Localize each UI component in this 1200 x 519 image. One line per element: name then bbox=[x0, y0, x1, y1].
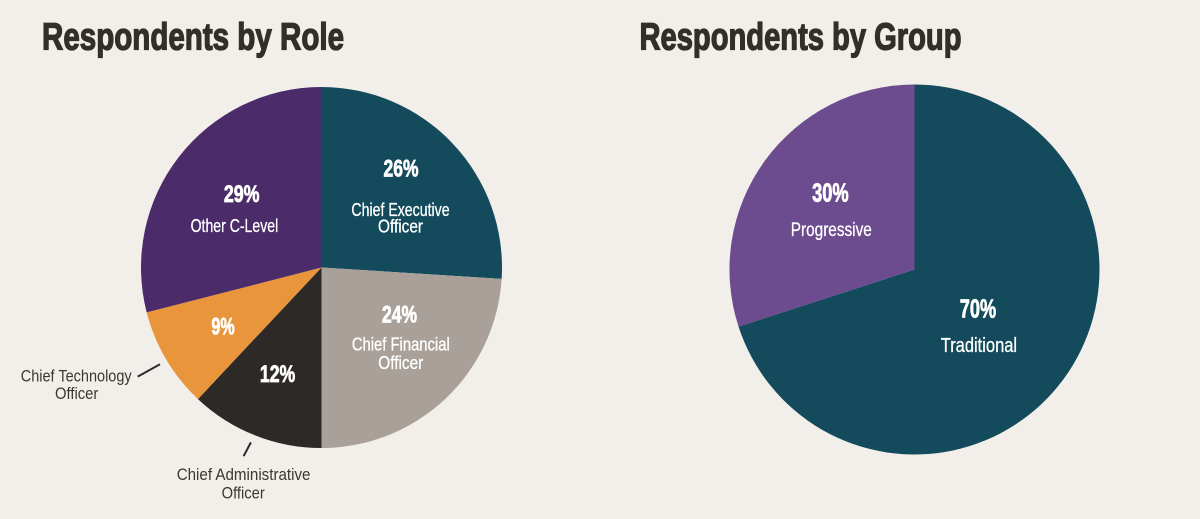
svg-text:Progressive: Progressive bbox=[791, 220, 872, 241]
svg-text:Officer: Officer bbox=[378, 217, 423, 237]
svg-text:Respondents by Role: Respondents by Role bbox=[42, 17, 344, 59]
svg-text:Chief Technology: Chief Technology bbox=[21, 367, 132, 386]
svg-text:30%: 30% bbox=[812, 179, 849, 207]
svg-text:Officer: Officer bbox=[222, 483, 265, 502]
svg-text:12%: 12% bbox=[260, 361, 295, 388]
svg-text:Officer: Officer bbox=[378, 353, 423, 373]
svg-text:Chief Financial: Chief Financial bbox=[352, 335, 450, 355]
svg-text:Chief Executive: Chief Executive bbox=[351, 200, 449, 220]
svg-text:29%: 29% bbox=[224, 181, 260, 208]
svg-text:9%: 9% bbox=[211, 314, 234, 341]
svg-text:Respondents by Group: Respondents by Group bbox=[640, 17, 962, 59]
svg-text:24%: 24% bbox=[382, 302, 417, 329]
svg-text:26%: 26% bbox=[384, 156, 419, 183]
svg-text:Chief Administrative: Chief Administrative bbox=[177, 465, 311, 484]
svg-text:Traditional: Traditional bbox=[941, 335, 1017, 357]
svg-text:Officer: Officer bbox=[55, 384, 99, 403]
svg-text:Other C-Level: Other C-Level bbox=[191, 216, 279, 236]
svg-text:70%: 70% bbox=[960, 295, 996, 323]
